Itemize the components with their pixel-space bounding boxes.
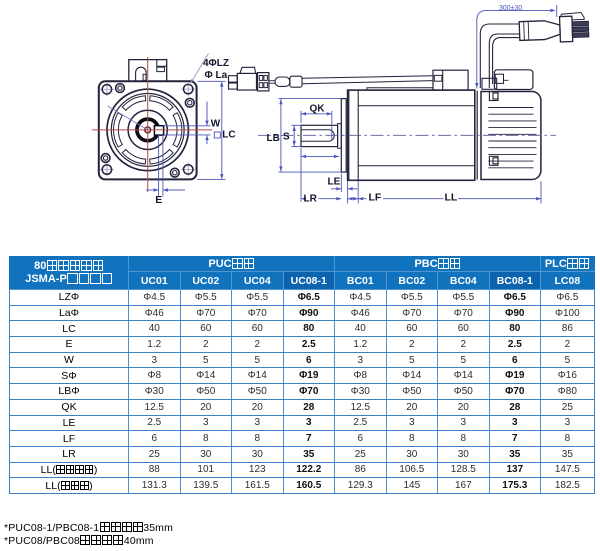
svg-text:LB: LB <box>267 133 280 144</box>
svg-text:E: E <box>155 194 162 206</box>
svg-text:LE: LE <box>328 177 341 188</box>
svg-text:LC: LC <box>222 130 235 141</box>
svg-text:4ΦLZ: 4ΦLZ <box>203 58 229 69</box>
svg-text:Φ La: Φ La <box>205 70 228 81</box>
svg-text:300±30: 300±30 <box>499 5 522 12</box>
svg-text:S: S <box>283 132 290 143</box>
svg-text:W: W <box>211 118 221 129</box>
svg-text:LF: LF <box>369 191 382 203</box>
svg-text:LR: LR <box>304 194 318 205</box>
svg-text:LL: LL <box>445 191 458 203</box>
svg-text:QK: QK <box>310 103 326 114</box>
